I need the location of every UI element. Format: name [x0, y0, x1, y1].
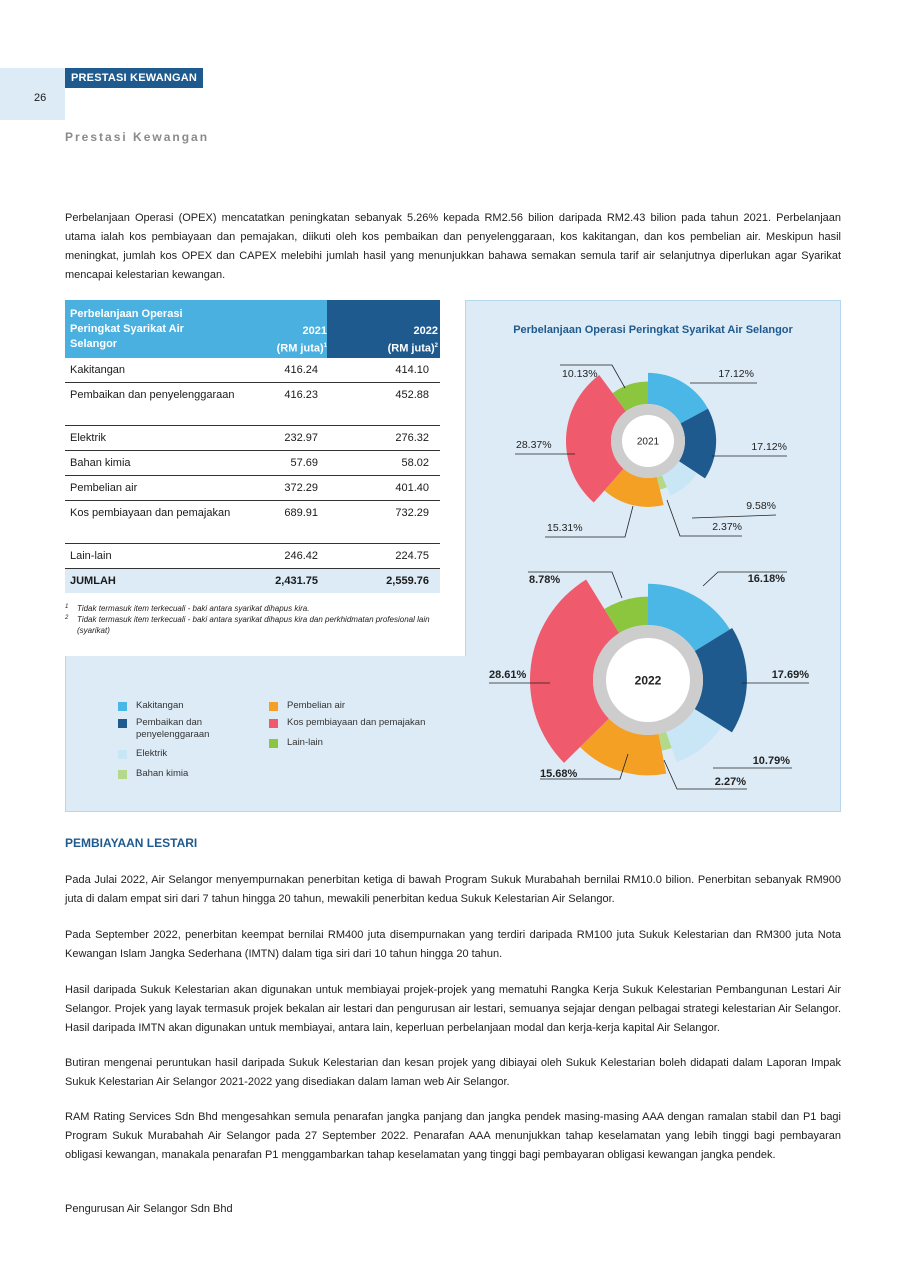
- slice-label-2021-kakitangan: 17.12%: [718, 368, 754, 380]
- section-tag: PRESTASI KEWANGAN: [65, 68, 204, 88]
- donut-slice-2022-pembaikan: [694, 627, 747, 733]
- donut-hole: [606, 638, 690, 722]
- slice-label-2022-bahan_kimia: 2.27%: [715, 776, 746, 788]
- slice-label-2021-elektrik: 9.58%: [746, 500, 776, 512]
- donut-slice-2021-elektrik: [662, 461, 698, 496]
- slice-label-2021-kos_pembiayaan: 28.37%: [516, 439, 552, 451]
- donut-slice-2022-lain_lain: [604, 596, 648, 634]
- donut-year-label: 2022: [635, 673, 662, 687]
- page-number: 26: [34, 92, 47, 104]
- paragraph: Pada September 2022, penerbitan keempat …: [65, 929, 841, 960]
- chart-title: Perbelanjaan Operasi Peringkat Syarikat …: [513, 324, 793, 336]
- donut-slice-2022-pembelian_air: [580, 718, 667, 776]
- table-total-row: JUMLAH 2,431.75 2,559.76: [65, 569, 440, 593]
- paragraph: Pada Julai 2022, Air Selangor menyempurn…: [65, 874, 841, 905]
- slice-label-2022-lain_lain: 8.78%: [529, 574, 560, 586]
- donut-slice-2021-kakitangan: [648, 372, 708, 424]
- legend-swatch: [269, 702, 278, 711]
- donut-slice-2021-lain_lain: [612, 381, 648, 412]
- donut-slice-2022-kakitangan: [648, 583, 730, 652]
- legend-swatch: [118, 719, 127, 728]
- leader-line: [691, 514, 777, 519]
- leader-line: [663, 759, 747, 790]
- donut-slice-2021-kos_pembiayaan: [566, 375, 627, 503]
- donut-slice-2021-bahan_kimia: [656, 475, 667, 490]
- donut-hole: [622, 415, 674, 467]
- footer-company: Pengurusan Air Selangor Sdn Bhd: [65, 1203, 233, 1215]
- legend-swatch: [118, 702, 127, 711]
- slice-label-2022-pembaikan: 17.69%: [772, 669, 810, 681]
- section-heading: PEMBIAYAAN LESTARI: [65, 836, 198, 850]
- table-header-2021: 2021 (RM juta)1: [276, 325, 327, 355]
- legend-swatch: [269, 719, 278, 728]
- paragraph: Hasil daripada Sukuk Kelestarian akan di…: [65, 984, 841, 1034]
- intro-paragraph: Perbelanjaan Operasi (OPEX) mencatatkan …: [65, 212, 841, 281]
- table-row: Bahan kimia 57.69 58.02: [65, 451, 440, 476]
- legend-swatch: [269, 739, 278, 748]
- leader-line: [666, 499, 742, 537]
- slice-label-2021-lain_lain: 10.13%: [562, 368, 598, 380]
- table-header: Perbelanjaan Operasi Peringkat Syarikat …: [65, 300, 440, 358]
- donut-slice-2022-elektrik: [666, 709, 722, 763]
- donut-slice-2021-pembaikan: [678, 408, 717, 479]
- slice-label-2022-elektrik: 10.79%: [753, 755, 791, 767]
- donut-slice-2021-pembelian_air: [604, 468, 664, 507]
- table-notes: 1 Tidak termasuk item terkecuali - baki a…: [65, 603, 445, 636]
- leader-line: [540, 753, 629, 780]
- legend-swatch: [118, 750, 127, 759]
- table-row: Kos pembiayaan dan pemajakan 689.91 732.…: [65, 501, 440, 544]
- slice-label-2022-kos_pembiayaan: 28.61%: [489, 669, 527, 681]
- leader-line: [702, 571, 787, 587]
- paragraph: RAM Rating Services Sdn Bhd mengesahkan …: [65, 1111, 841, 1161]
- paragraph: Butiran mengenai peruntukan hasil daripa…: [65, 1057, 841, 1088]
- table-row: Lain-lain 246.42 224.75: [65, 544, 440, 569]
- slice-label-2021-bahan_kimia: 2.37%: [712, 521, 742, 533]
- slice-label-2021-pembelian_air: 15.31%: [547, 522, 583, 534]
- opex-table: Perbelanjaan Operasi Peringkat Syarikat …: [65, 300, 440, 593]
- table-row: Pembelian air 372.29 401.40: [65, 476, 440, 501]
- table-header-label: Perbelanjaan Operasi Peringkat Syarikat …: [70, 308, 184, 350]
- table-note-2: 2 Tidak termasuk item terkecuali - baki a…: [65, 615, 430, 635]
- page-subtitle: Prestasi Kewangan: [65, 130, 210, 144]
- table-row: Pembaikan dan penyelenggaraan 416.23 452…: [65, 383, 440, 426]
- leader-line: [545, 505, 634, 538]
- page-tab: [0, 68, 65, 120]
- table-header-2022: 2022 (RM juta)2: [387, 325, 438, 355]
- table-row: Elektrik 232.97 276.32: [65, 426, 440, 451]
- legend-swatch: [118, 770, 127, 779]
- donut-slice-2022-kos_pembiayaan: [530, 579, 620, 763]
- table-note-1: 1 Tidak termasuk item terkecuali - baki a…: [65, 604, 310, 613]
- donut-slice-2022-bahan_kimia: [658, 731, 672, 751]
- slice-label-2022-kakitangan: 16.18%: [748, 573, 786, 585]
- leader-line: [560, 364, 626, 389]
- donut-year-label: 2021: [637, 437, 660, 448]
- leader-line: [528, 571, 623, 599]
- slice-label-2022-pembelian_air: 15.68%: [540, 768, 578, 780]
- slice-label-2021-pembaikan: 17.12%: [751, 441, 787, 453]
- table-row: Kakitangan 416.24 414.10: [65, 358, 440, 383]
